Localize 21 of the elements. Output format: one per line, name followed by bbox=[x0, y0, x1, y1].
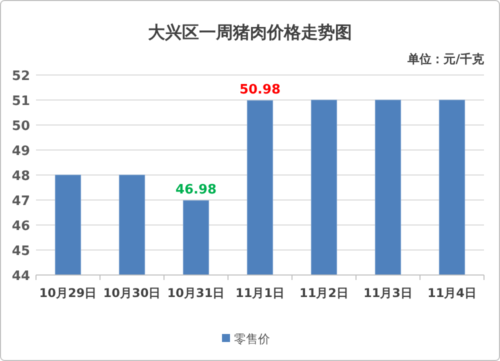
x-tick-label: 11月1日 bbox=[235, 286, 285, 300]
x-tick-label: 11月2日 bbox=[299, 286, 349, 300]
x-tick-label: 10月31日 bbox=[167, 286, 225, 300]
x-tick-label: 10月30日 bbox=[103, 286, 161, 300]
y-tick-label: 46 bbox=[12, 219, 30, 234]
y-tick-label: 52 bbox=[12, 69, 30, 84]
y-tick-label: 48 bbox=[12, 169, 30, 184]
x-tick-label: 11月3日 bbox=[363, 286, 413, 300]
data-label: 46.98 bbox=[175, 182, 217, 198]
y-tick-label: 47 bbox=[12, 194, 30, 209]
x-tick-label: 11月4日 bbox=[427, 286, 477, 300]
chart-subtitle: 单位：元/千克 bbox=[406, 52, 485, 66]
x-tick-label: 10月29日 bbox=[39, 286, 97, 300]
legend-label: 零售价 bbox=[234, 332, 270, 346]
y-tick-label: 45 bbox=[12, 244, 30, 259]
data-label: 50.98 bbox=[239, 82, 281, 98]
y-tick-label: 44 bbox=[12, 269, 30, 284]
y-tick-label: 51 bbox=[12, 94, 30, 109]
chart-title: 大兴区一周猪肉价格走势图 bbox=[148, 23, 352, 43]
y-tick-label: 50 bbox=[12, 119, 30, 134]
y-tick-label: 49 bbox=[12, 144, 30, 159]
